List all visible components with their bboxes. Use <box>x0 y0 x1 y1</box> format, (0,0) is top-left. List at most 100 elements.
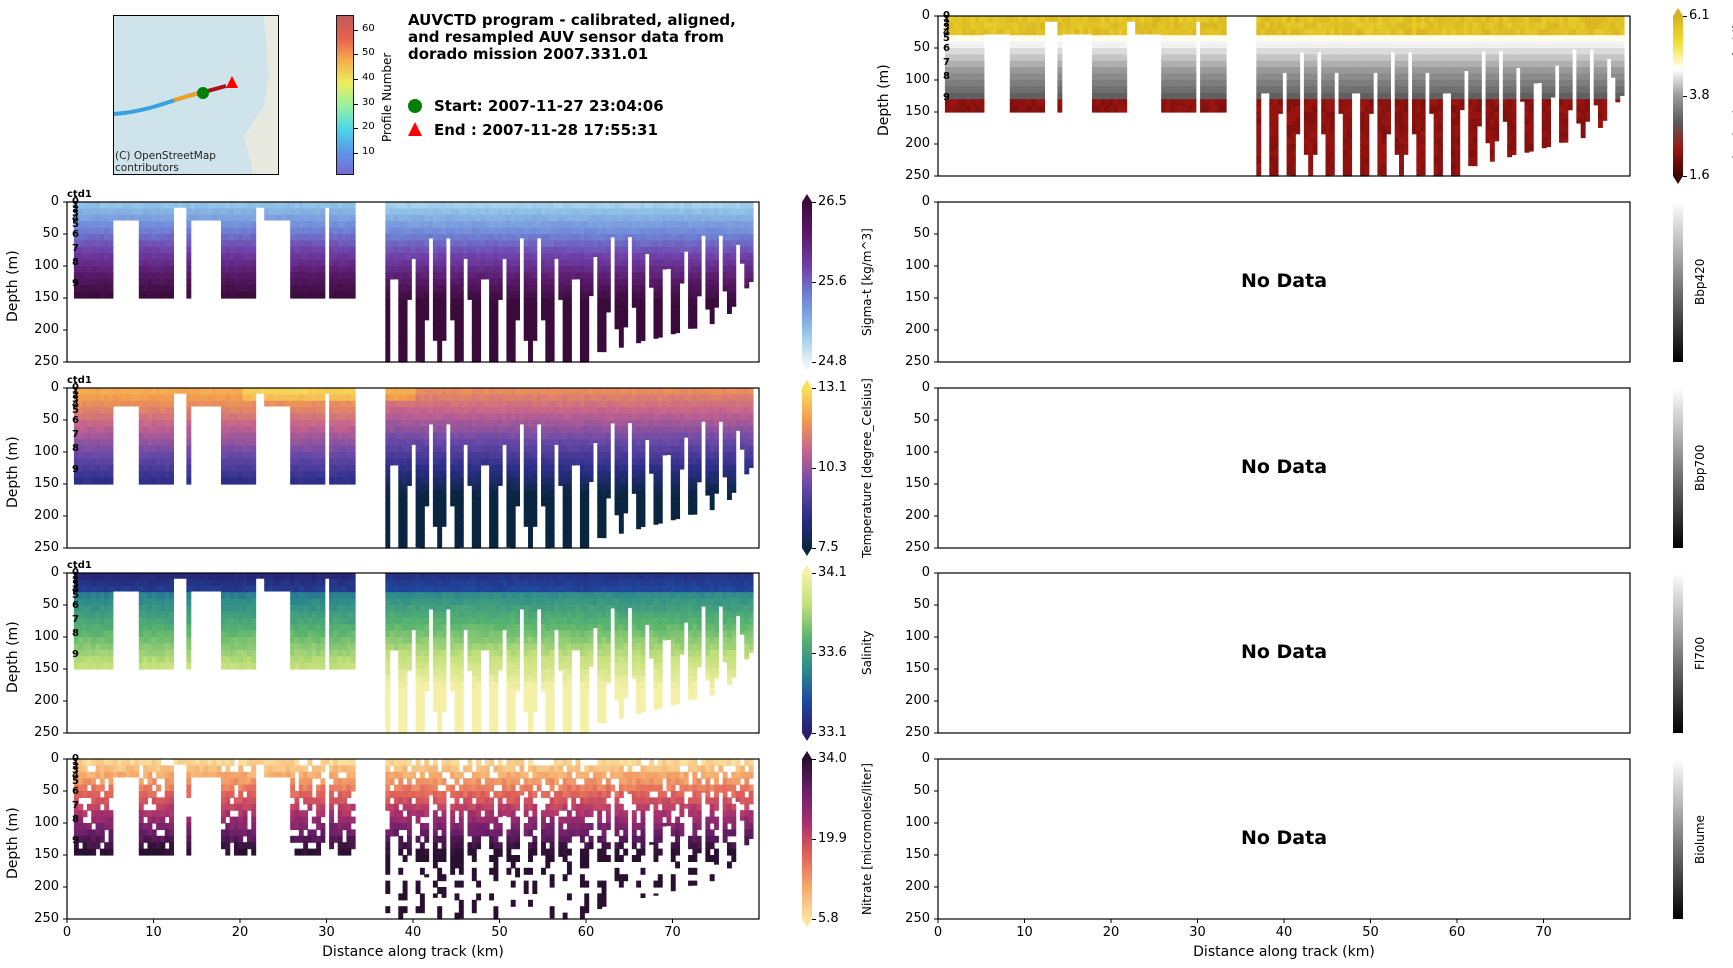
heatmap-cell <box>402 310 408 318</box>
heatmap-cell <box>692 471 698 479</box>
heatmap-cell <box>731 464 737 472</box>
heatmap-cell <box>718 208 724 216</box>
heatmap-cell <box>688 259 693 267</box>
heatmap-cell <box>104 579 110 587</box>
heatmap-cell <box>545 317 551 325</box>
heatmap-cell <box>566 330 572 337</box>
heatmap-cell <box>316 388 322 395</box>
heatmap-cell <box>506 400 512 408</box>
heatmap-cell <box>342 426 347 434</box>
heatmap-cell <box>471 355 477 363</box>
heatmap-cell <box>493 407 499 415</box>
heatmap-cell <box>385 522 391 530</box>
heatmap-cell <box>471 285 477 293</box>
heatmap-cell <box>489 266 495 273</box>
heatmap-cell <box>640 291 646 299</box>
heatmap-cell <box>233 630 239 638</box>
heatmap-cell <box>670 304 676 312</box>
heatmap-cell <box>670 413 676 421</box>
heatmap-cell <box>342 272 347 280</box>
heatmap-cell <box>398 503 404 511</box>
heatmap-cell <box>484 240 490 248</box>
heatmap-cell <box>143 426 149 434</box>
heatmap-cell <box>303 394 309 402</box>
heatmap-cell <box>91 643 97 651</box>
heatmap-cell <box>298 214 304 222</box>
heatmap-cell <box>225 630 231 638</box>
heatmap-cell <box>506 452 512 459</box>
heatmap-cell <box>298 617 304 625</box>
heatmap-cell <box>95 573 101 580</box>
heatmap-cell <box>588 214 594 222</box>
heatmap-cell <box>584 291 590 299</box>
heatmap-cell <box>463 400 469 408</box>
heatmap-cell <box>601 323 607 331</box>
heatmap-cell <box>186 208 192 216</box>
heatmap-cell <box>398 394 404 402</box>
heatmap-cell <box>432 452 438 459</box>
heatmap-cell <box>541 214 546 222</box>
heatmap-cell <box>303 477 309 485</box>
heatmap-cell <box>692 285 698 293</box>
heatmap-cell <box>220 272 226 280</box>
heatmap-cell <box>657 458 663 466</box>
heatmap-cell <box>160 208 166 216</box>
heatmap-cell <box>164 656 170 664</box>
heatmap-cell <box>303 605 309 612</box>
heatmap-cell <box>601 342 607 350</box>
heatmap-cell <box>389 253 395 261</box>
heatmap-cell <box>605 278 611 286</box>
heatmap-cell <box>225 285 231 293</box>
heatmap-cell <box>566 445 572 453</box>
heatmap-cell <box>246 611 252 619</box>
heatmap-cell <box>151 214 157 222</box>
heatmap-cell <box>138 458 144 466</box>
heatmap-cell <box>160 656 166 664</box>
heatmap-cell <box>541 503 546 507</box>
heatmap-cell <box>316 214 322 222</box>
heatmap-cell <box>298 585 304 593</box>
heatmap-cell <box>337 285 343 293</box>
heatmap-cell <box>246 394 252 402</box>
heatmap-cell <box>731 477 737 485</box>
heatmap-cell <box>82 426 88 434</box>
heatmap-cell <box>233 598 239 606</box>
heatmap-cell <box>402 420 408 427</box>
heatmap-cell <box>653 272 659 280</box>
heatmap-cell <box>714 464 719 472</box>
heatmap-cell <box>562 240 568 248</box>
heatmap-cell <box>147 227 153 235</box>
heatmap-cell <box>541 400 546 408</box>
heatmap-cell <box>662 214 668 222</box>
heatmap-cell <box>411 420 417 427</box>
heatmap-cell <box>316 592 322 600</box>
heatmap-cell <box>735 208 741 216</box>
heatmap-cell <box>601 240 607 248</box>
heatmap-cell <box>402 342 408 350</box>
heatmap-cell <box>549 407 555 415</box>
heatmap-cell <box>147 452 153 459</box>
heatmap-cell <box>160 227 166 235</box>
heatmap-cell <box>329 234 335 241</box>
heatmap-cell <box>523 522 529 527</box>
heatmap-cell <box>91 426 97 434</box>
heatmap-cell <box>657 202 663 209</box>
heatmap-cell <box>333 221 339 229</box>
heatmap-cell <box>99 400 105 408</box>
heatmap-cell <box>398 208 404 216</box>
heatmap-cell <box>584 336 590 344</box>
heatmap-cell <box>493 278 499 286</box>
heatmap-cell <box>493 541 499 549</box>
heatmap-cell <box>441 272 447 280</box>
heatmap-cell <box>419 214 425 222</box>
heatmap-cell <box>653 291 659 299</box>
y-axis-label: Depth (m) <box>5 436 21 508</box>
heatmap-cell <box>428 202 434 209</box>
heatmap-cell <box>333 426 339 434</box>
heatmap-cell <box>169 637 174 644</box>
heatmap-cell <box>688 291 693 299</box>
heatmap-cell <box>739 407 745 415</box>
heatmap-cell <box>190 394 196 402</box>
heatmap-cell <box>579 246 585 254</box>
heatmap-cell <box>290 445 296 453</box>
